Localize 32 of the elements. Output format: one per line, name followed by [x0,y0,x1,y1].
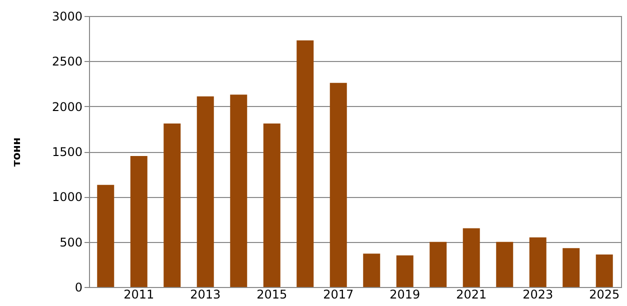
y-tick-label: 2500 [52,54,82,69]
x-tick-label: 2021 [456,288,487,302]
x-tick-label: 2015 [256,288,288,302]
bar [130,156,148,287]
bar [230,94,248,287]
bar [430,242,447,287]
bar [196,96,214,287]
bar [596,254,613,287]
bar [330,82,347,287]
y-tick-label: 1000 [52,190,82,204]
y-tick-label: 0 [74,280,82,294]
x-tick-label: 2023 [522,288,554,302]
y-tick-label: 2000 [52,100,82,114]
bar [363,254,380,287]
y-axis-title: тонн [10,137,23,167]
bar [562,248,580,287]
bar [529,237,546,287]
bar [462,228,480,287]
bar [496,242,514,287]
x-tick-label: 2019 [390,288,420,302]
x-tick-label: 2011 [124,288,154,302]
bar [263,123,280,287]
bar [296,40,314,287]
y-tick-label: 3000 [52,10,82,24]
bar [396,255,414,287]
y-tick-label: 1500 [52,145,82,159]
y-tick-label: 500 [60,235,82,250]
x-tick-label: 2025 [589,288,620,302]
bar [97,184,114,287]
bar [164,123,181,287]
x-tick-label: 2017 [323,288,354,302]
x-tick-label: 2013 [190,288,221,302]
